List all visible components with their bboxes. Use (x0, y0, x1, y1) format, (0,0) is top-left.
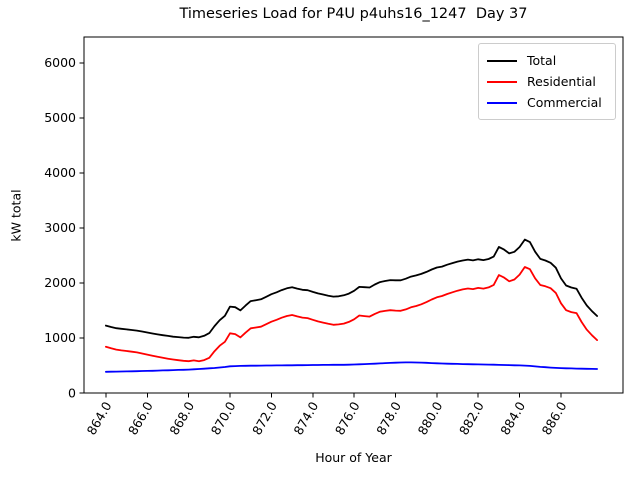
x-axis-tick-label: 870.0 (208, 399, 239, 438)
x-axis-tick-label: 874.0 (290, 399, 321, 438)
x-axis-label: Hour of Year (315, 450, 392, 465)
legend-label-residential: Residential (527, 74, 596, 89)
residential-line-sample (487, 80, 517, 83)
y-axis-tick-label: 1000 (44, 330, 76, 345)
x-axis-tick-label: 868.0 (166, 399, 197, 438)
x-axis-tick-label: 882.0 (456, 399, 487, 438)
y-axis-tick-label: 4000 (44, 165, 76, 180)
series-line-total (105, 238, 598, 339)
legend-item-commercial: Commercial (487, 92, 607, 113)
y-axis-tick-label: 6000 (44, 55, 76, 70)
x-axis-tick-label: 886.0 (539, 399, 570, 438)
legend: Total Residential Commercial (478, 43, 616, 120)
series-line-commercial (105, 361, 598, 373)
legend-label-total: Total (527, 53, 557, 68)
x-axis-tick-label: 872.0 (249, 399, 280, 438)
chart-title: Timeseries Load for P4U p4uhs16_1247 Day… (179, 6, 528, 22)
y-axis-label: kW total (8, 189, 24, 242)
x-axis-tick-label: 878.0 (373, 399, 404, 438)
x-axis-tick-label: 876.0 (332, 399, 363, 438)
series-line-residential (105, 266, 598, 363)
x-axis-tick-label: 866.0 (125, 399, 156, 438)
x-axis-tick-label: 884.0 (497, 399, 528, 438)
x-axis-tick-label: 880.0 (415, 399, 446, 438)
plot-border (83, 36, 624, 394)
legend-item-total: Total (487, 50, 607, 71)
y-axis-tick-label: 5000 (44, 110, 76, 125)
commercial-line-sample (487, 101, 517, 104)
y-axis-tick-label: 3000 (44, 220, 76, 235)
x-axis-tick-label: 864.0 (84, 399, 115, 438)
total-line-sample (487, 59, 517, 62)
y-axis-tick-label: 2000 (44, 275, 76, 290)
legend-label-commercial: Commercial (527, 95, 602, 110)
legend-item-residential: Residential (487, 71, 607, 92)
y-axis-tick-label: 0 (68, 385, 76, 400)
